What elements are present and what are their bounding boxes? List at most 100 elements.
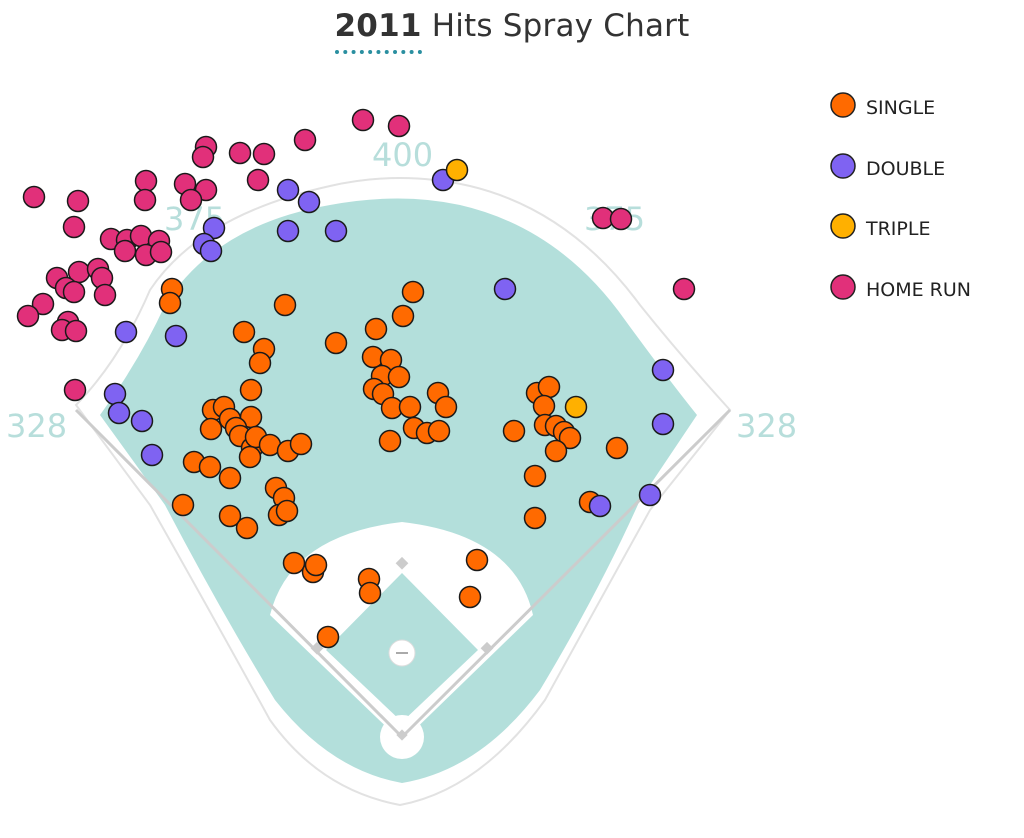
distance-center: 400 — [372, 136, 433, 174]
hit-point-single — [304, 553, 328, 577]
hit-point-double — [638, 483, 662, 507]
legend-marker-single — [830, 92, 856, 118]
hit-point-home-run — [31, 292, 55, 316]
hit-point-single — [558, 426, 582, 450]
hit-point-single — [218, 504, 242, 528]
hit-point-single — [458, 585, 482, 609]
hit-point-single — [273, 293, 297, 317]
left-foul-line — [74, 408, 404, 739]
chart-title: 2011 Hits Spray Chart — [0, 8, 1024, 54]
first-base — [480, 641, 494, 655]
hit-point-triple — [564, 395, 588, 419]
hit-point-double — [103, 382, 127, 406]
hit-point-single — [378, 429, 402, 453]
hit-point-single — [218, 466, 242, 490]
legend: SINGLE DOUBLE TRIPLE HOME RUN — [830, 92, 971, 301]
title-text: Hits Spray Chart — [431, 8, 690, 44]
home-plate — [396, 729, 408, 741]
hit-point-single — [171, 493, 195, 517]
legend-marker-home-run — [830, 274, 856, 300]
hit-point-double — [493, 277, 517, 301]
hit-point-home-run — [66, 189, 90, 213]
hit-point-double — [651, 358, 675, 382]
hit-point-single — [199, 417, 223, 441]
legend-marker-triple — [830, 213, 856, 239]
legend-label-triple: TRIPLE — [865, 218, 930, 240]
hit-point-single — [158, 291, 182, 315]
hit-point-single — [465, 548, 489, 572]
hit-point-home-run — [134, 169, 158, 193]
hit-point-home-run — [351, 108, 375, 132]
hit-point-home-run — [133, 188, 157, 212]
hit-point-double — [130, 409, 154, 433]
hit-point-single — [532, 394, 556, 418]
hit-point-double — [276, 219, 300, 243]
third-base — [310, 641, 324, 655]
hit-point-single — [198, 455, 222, 479]
hit-point-home-run — [293, 128, 317, 152]
hit-points — [16, 108, 696, 649]
hit-point-single — [232, 320, 256, 344]
hit-point-double — [297, 190, 321, 214]
hit-point-home-run — [62, 215, 86, 239]
hit-point-home-run — [387, 114, 411, 138]
hit-point-single — [502, 419, 526, 443]
hit-point-single — [324, 331, 348, 355]
outfield-grass — [100, 198, 697, 783]
hit-point-home-run — [22, 185, 46, 209]
hit-point-double — [588, 494, 612, 518]
hit-point-single — [523, 506, 547, 530]
hit-point-double — [324, 219, 348, 243]
hit-point-single — [275, 499, 299, 523]
legend-label-single: SINGLE — [866, 97, 935, 119]
hit-point-single — [289, 432, 313, 456]
legend-label-double: DOUBLE — [866, 158, 945, 180]
hit-point-single — [239, 378, 263, 402]
hit-point-single — [427, 419, 451, 443]
hit-point-double — [164, 324, 188, 348]
hit-point-single — [358, 581, 382, 605]
hit-point-single — [523, 464, 547, 488]
hit-point-single — [248, 351, 272, 375]
hit-point-home-run — [113, 239, 137, 263]
hit-point-single — [364, 317, 388, 341]
hit-point-home-run — [149, 240, 173, 264]
hit-point-home-run — [62, 280, 86, 304]
hit-point-single — [238, 445, 262, 469]
hit-point-home-run — [16, 304, 40, 328]
legend-marker-double — [830, 153, 856, 179]
hit-point-single — [387, 365, 411, 389]
hit-point-double — [114, 320, 138, 344]
hit-point-double — [651, 412, 675, 436]
hit-point-single — [235, 516, 259, 540]
title-year: 2011 — [334, 8, 422, 54]
hit-point-double — [107, 401, 131, 425]
legend-label-home-run: HOME RUN — [866, 279, 971, 301]
hit-point-triple — [445, 158, 469, 182]
hit-point-double — [276, 178, 300, 202]
hit-point-home-run — [228, 141, 252, 165]
distance-left-line: 328 — [6, 407, 67, 445]
hit-point-single — [398, 395, 422, 419]
hit-point-home-run — [179, 188, 203, 212]
hit-point-double — [202, 216, 226, 240]
hit-point-single — [316, 625, 340, 649]
hit-point-single — [537, 375, 561, 399]
hit-point-home-run — [609, 207, 633, 231]
hit-point-single — [401, 280, 425, 304]
hit-point-double — [199, 239, 223, 263]
hit-point-single — [605, 436, 629, 460]
hit-point-home-run — [191, 145, 215, 169]
hit-point-home-run — [93, 283, 117, 307]
hit-point-home-run — [252, 142, 276, 166]
hit-point-home-run — [63, 378, 87, 402]
right-foul-line — [400, 408, 732, 739]
distance-right-line: 328 — [736, 407, 797, 445]
hit-point-single — [434, 395, 458, 419]
hit-point-double — [140, 443, 164, 467]
hit-point-home-run — [246, 168, 270, 192]
hit-point-single — [282, 551, 306, 575]
second-base — [395, 556, 409, 570]
hit-point-home-run — [64, 319, 88, 343]
